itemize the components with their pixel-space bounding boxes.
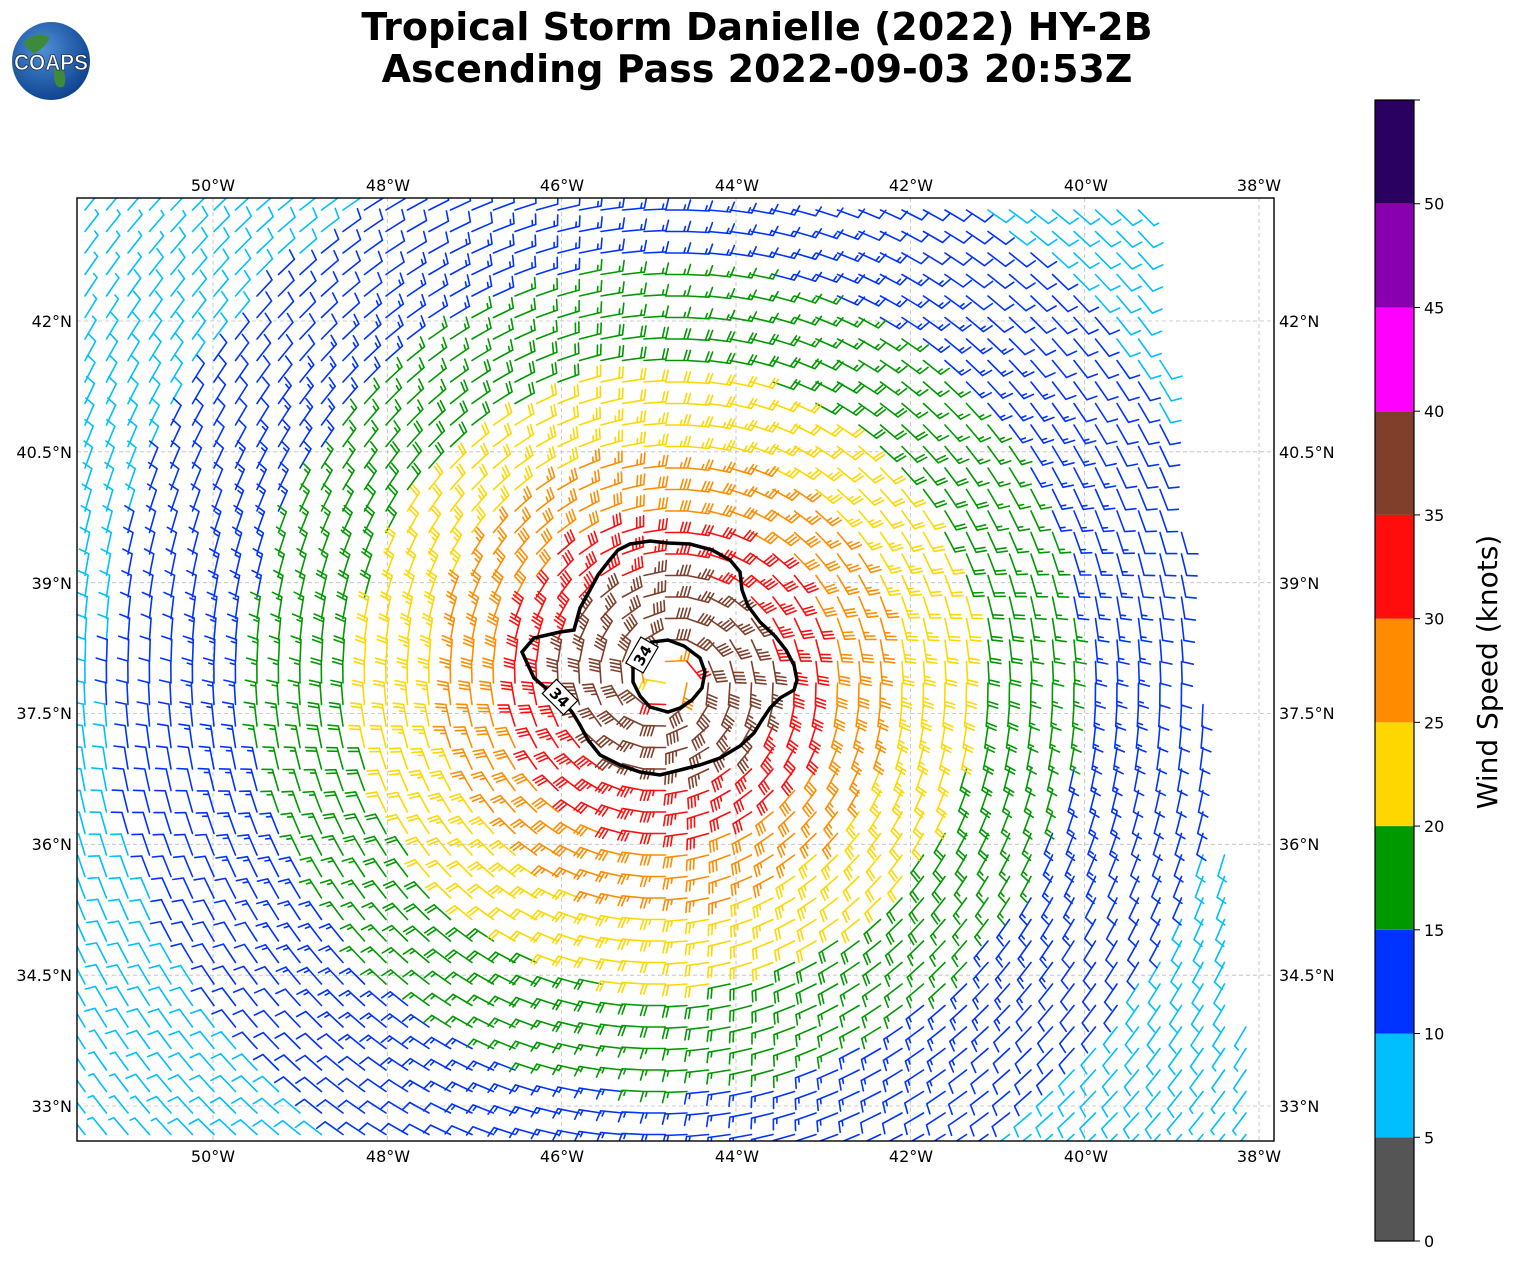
contour-34kt-outer <box>519 539 799 777</box>
lat-tick-left-37-5n: 37.5°N <box>16 704 72 723</box>
lat-tick-right-36n: 36°N <box>1279 835 1319 854</box>
lon-tick-bottom-46w: 46°W <box>540 1147 584 1166</box>
lat-tick-left-40-5n: 40.5°N <box>16 443 72 462</box>
lon-tick-bottom-44w: 44°W <box>715 1147 759 1166</box>
wind-barb-group <box>94 198 1213 1141</box>
lat-tick-right-33n: 33°N <box>1279 1097 1319 1116</box>
title-line-1: Tropical Storm Danielle (2022) HY-2B <box>361 5 1153 49</box>
wind-34kt-contours: 34 34 <box>519 539 799 777</box>
lon-tick-top-48w: 48°W <box>366 176 410 195</box>
lat-tick-right-42n: 42°N <box>1279 312 1319 331</box>
lon-tick-top-40w: 40°W <box>1064 176 1108 195</box>
lat-tick-left-42n: 42°N <box>32 312 72 331</box>
lat-tick-right-37-5n: 37.5°N <box>1279 704 1335 723</box>
lat-tick-left-34-5n: 34.5°N <box>16 966 72 985</box>
wind-barb-group <box>432 448 900 916</box>
wind-barb-group <box>348 364 984 999</box>
wind-barbs <box>77 198 1247 1141</box>
map-frame <box>76 197 1275 1142</box>
logo-text: COAPS <box>14 50 88 75</box>
contour-34kt-inner <box>631 638 707 714</box>
lon-tick-top-44w: 44°W <box>715 176 759 195</box>
lon-tick-bottom-42w: 42°W <box>889 1147 933 1166</box>
wind-barb-group <box>497 512 836 851</box>
lon-tick-top-46w: 46°W <box>540 176 584 195</box>
lat-tick-right-40-5n: 40.5°N <box>1279 443 1335 462</box>
title-line-2: Ascending Pass 2022-09-03 20:53Z <box>381 47 1133 91</box>
chart-title: Tropical Storm Danielle (2022) HY-2B Asc… <box>300 6 1214 90</box>
wind-barb-group <box>242 258 1089 1104</box>
wind-barb-group <box>77 198 1247 1141</box>
lat-tick-left-36n: 36°N <box>32 835 72 854</box>
wind-barb-group <box>546 559 788 790</box>
coaps-logo: COAPS <box>12 22 90 100</box>
lon-tick-top-42w: 42°W <box>889 176 933 195</box>
lat-tick-right-39n: 39°N <box>1279 574 1319 593</box>
lon-tick-bottom-50w: 50°W <box>191 1147 235 1166</box>
lat-tick-left-33n: 33°N <box>32 1097 72 1116</box>
lat-tick-right-34-5n: 34.5°N <box>1279 966 1335 985</box>
lon-tick-bottom-48w: 48°W <box>366 1147 410 1166</box>
lon-ticks-bottom: 50°W 48°W 46°W 44°W 42°W 40°W 38°W <box>191 1147 1281 1166</box>
lon-tick-top-50w: 50°W <box>191 176 235 195</box>
lat-tick-left-39n: 39°N <box>32 574 72 593</box>
lon-tick-bottom-40w: 40°W <box>1064 1147 1108 1166</box>
lon-ticks-top: 50°W 48°W 46°W 44°W 42°W 40°W 38°W <box>191 176 1281 195</box>
lat-ticks-left: 42°N 40.5°N 39°N 37.5°N 36°N 34.5°N 33°N <box>16 312 72 1116</box>
lon-tick-top-38w: 38°W <box>1237 176 1281 195</box>
lat-ticks-right: 42°N 40.5°N 39°N 37.5°N 36°N 34.5°N 33°N <box>1279 312 1335 1116</box>
lon-tick-bottom-38w: 38°W <box>1237 1147 1281 1166</box>
